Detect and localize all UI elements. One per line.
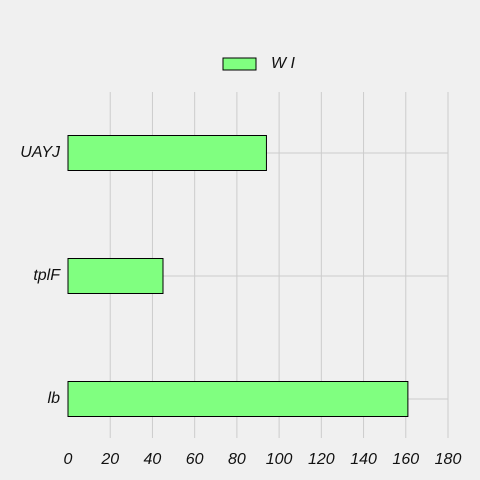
x-tick-label: 100	[266, 451, 293, 468]
x-tick-labels: 0 20 40 60 80 100 120 140 160 180	[64, 451, 462, 468]
legend-label: W I	[271, 55, 296, 72]
category-label: UAYJ	[20, 144, 61, 161]
x-tick-label: 80	[228, 451, 246, 468]
category-label: tplF	[33, 267, 61, 284]
bar	[67, 381, 409, 417]
x-tick-label: 140	[350, 451, 377, 468]
x-tick-label: 120	[308, 451, 335, 468]
x-tick-label: 0	[64, 451, 73, 468]
bar	[67, 258, 164, 294]
category-labels: UAYJ tplF lb	[20, 144, 61, 407]
category-label: lb	[48, 390, 61, 407]
x-tick-label: 40	[144, 451, 162, 468]
bar	[67, 135, 267, 171]
legend-swatch	[222, 57, 257, 71]
x-tick-label: 160	[392, 451, 419, 468]
legend: W I	[222, 55, 296, 72]
x-tick-label: 20	[100, 451, 119, 468]
x-tick-label: 180	[435, 451, 462, 468]
bar-layer	[67, 135, 409, 417]
x-tick-label: 60	[186, 451, 204, 468]
